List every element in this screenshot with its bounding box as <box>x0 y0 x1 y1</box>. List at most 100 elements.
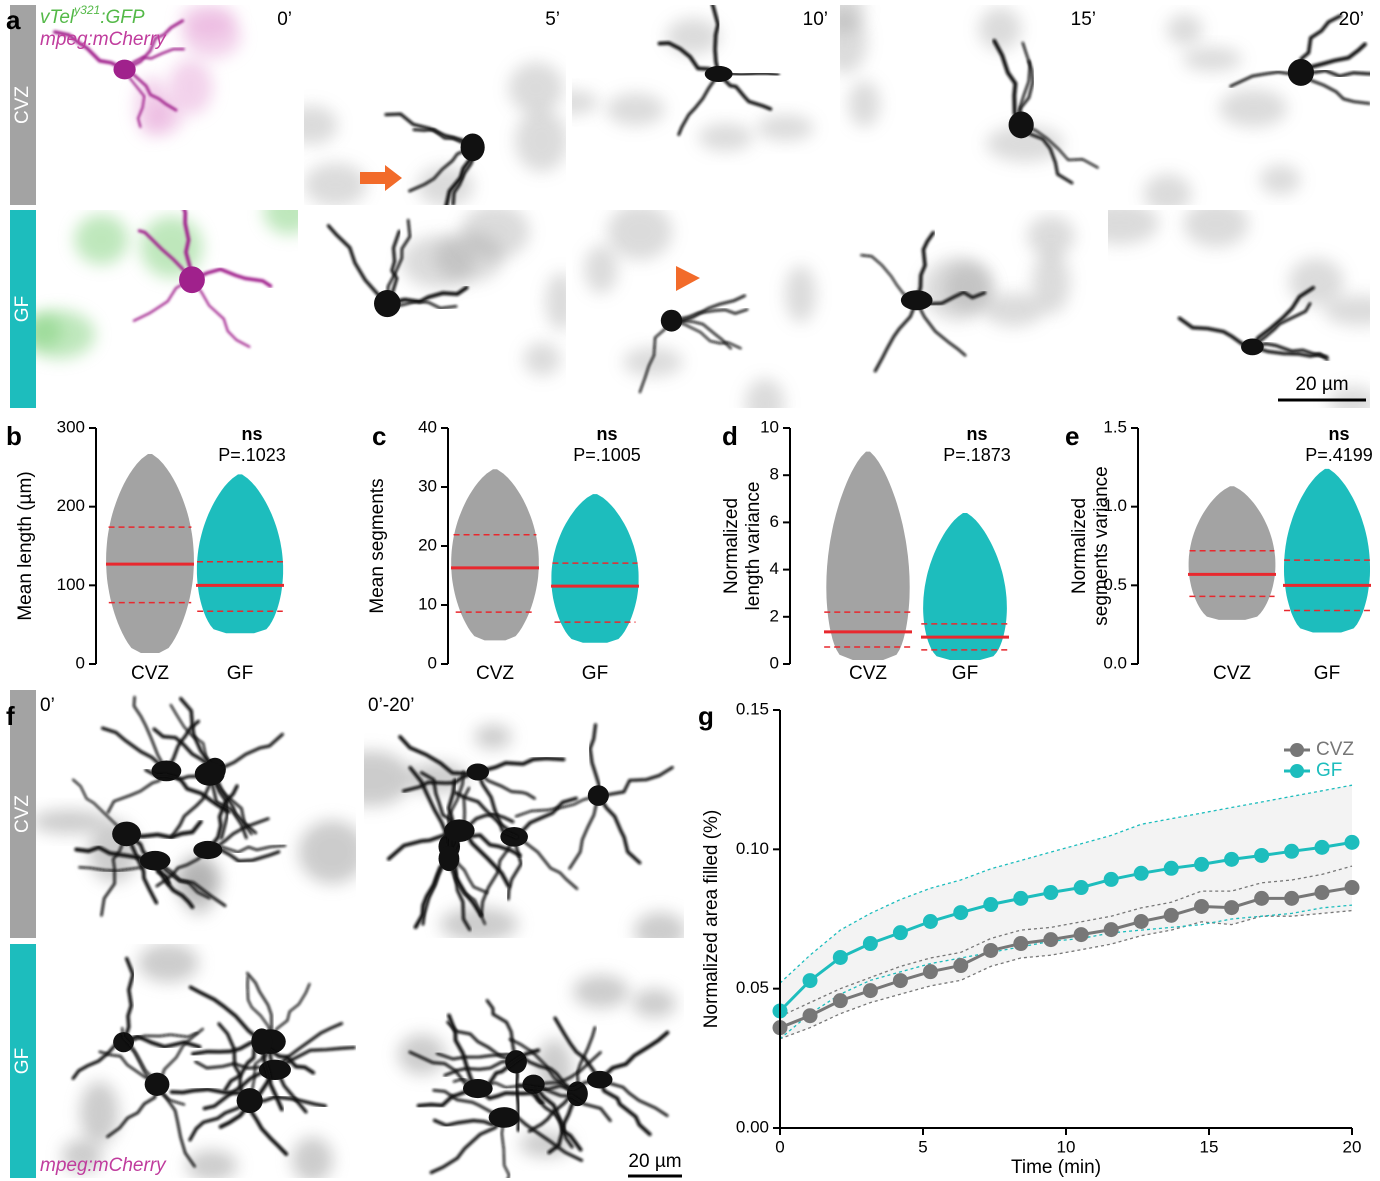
soma <box>112 822 141 847</box>
violin-body <box>551 494 638 643</box>
x-tick-label: 0 <box>775 1137 784 1156</box>
time-label: 0’-20’ <box>368 695 414 716</box>
x-tick-label: GF <box>227 663 253 684</box>
y-tick-label: 30 <box>418 476 437 495</box>
haze <box>666 18 720 54</box>
soma <box>113 60 135 80</box>
data-point <box>983 943 998 958</box>
y-tick-label: 1.5 <box>1103 417 1127 436</box>
p-value: P=.1873 <box>943 445 1011 465</box>
soma <box>439 846 460 871</box>
micrograph <box>332 690 686 950</box>
y-axis-label: length variance <box>743 482 764 611</box>
data-point <box>863 936 878 951</box>
data-point <box>893 925 908 940</box>
violin-body <box>826 452 909 660</box>
haze <box>1260 165 1301 195</box>
time-label: 15’ <box>1071 9 1096 30</box>
legend-marker <box>1290 743 1304 757</box>
haze <box>1167 14 1203 45</box>
soma <box>1241 338 1264 355</box>
data-point <box>1314 885 1329 900</box>
data-point <box>1074 927 1089 942</box>
micrograph <box>546 0 834 205</box>
figure: a vTely321:GFP mpeg:mCherry f mpeg:mCher… <box>0 0 1380 1181</box>
haze <box>979 7 1022 50</box>
x-tick-label: GF <box>1314 663 1340 684</box>
data-point <box>923 964 938 979</box>
x-tick-label: 15 <box>1200 1137 1219 1156</box>
y-tick-label: 8 <box>770 465 779 484</box>
haze <box>1184 200 1249 247</box>
soma <box>374 290 401 317</box>
x-tick-label: CVZ <box>476 663 514 684</box>
p-value: P=.1023 <box>218 445 286 465</box>
data-point <box>1104 872 1119 887</box>
data-point <box>1314 840 1329 855</box>
legend-marker <box>1290 764 1304 778</box>
haze <box>31 810 108 834</box>
violin-body <box>1284 469 1370 633</box>
micrograph <box>31 690 366 938</box>
haze <box>524 342 561 376</box>
haze <box>945 263 993 312</box>
data-point <box>863 983 878 998</box>
soma <box>195 762 225 786</box>
violin-body <box>451 469 539 640</box>
panel-letter: e <box>1065 421 1079 451</box>
label-part: vTel <box>40 7 75 28</box>
x-tick-label: CVZ <box>849 663 887 684</box>
row-label: GF <box>12 296 33 322</box>
label-sup: y321 <box>73 3 100 17</box>
haze <box>138 944 199 983</box>
haze <box>304 163 367 207</box>
violin-body <box>1189 486 1276 620</box>
soma <box>588 785 609 806</box>
haze <box>573 975 629 1008</box>
data-point <box>1013 936 1028 951</box>
y-tick-label: 0 <box>770 653 779 672</box>
time-label: 5’ <box>545 9 560 30</box>
data-point <box>1254 848 1269 863</box>
time-label: 0’ <box>40 695 55 716</box>
data-point <box>1164 908 1179 923</box>
row-label: CVZ <box>12 795 33 833</box>
soma <box>140 851 171 871</box>
label-part: :GFP <box>100 7 145 28</box>
y-tick-label: 0.0 <box>1103 653 1127 672</box>
p-value: P=.4199 <box>1305 445 1373 465</box>
haze <box>623 347 683 376</box>
haze <box>75 214 129 264</box>
panel-letter: a <box>6 5 21 35</box>
y-axis-label: Mean segments <box>367 478 388 613</box>
data-point <box>953 958 968 973</box>
significance: ns <box>1328 424 1349 444</box>
haze <box>849 81 880 128</box>
micrograph <box>822 0 1102 205</box>
soma <box>901 290 933 310</box>
y-tick-label: 0.00 <box>736 1117 769 1136</box>
haze <box>632 989 676 1018</box>
data-point <box>983 897 998 912</box>
haze <box>168 60 212 115</box>
data-point <box>1134 914 1149 929</box>
y-axis-label: Normalized <box>721 498 742 594</box>
data-point <box>833 993 848 1008</box>
haze <box>546 272 577 330</box>
y-tick-label: 0 <box>428 653 437 672</box>
haze <box>1219 89 1287 127</box>
haze <box>474 725 511 749</box>
y-tick-label: 10 <box>418 594 437 613</box>
y-tick-label: 100 <box>57 575 85 594</box>
data-point <box>1224 852 1239 867</box>
micrograph <box>304 204 577 408</box>
y-tick-label: 40 <box>418 417 437 436</box>
haze <box>515 109 568 172</box>
haze <box>606 93 664 126</box>
soma <box>461 133 485 161</box>
haze <box>183 15 241 58</box>
haze <box>785 265 816 322</box>
panel-letter: d <box>722 421 738 451</box>
y-tick-label: 4 <box>770 559 779 578</box>
data-point <box>1284 844 1299 859</box>
